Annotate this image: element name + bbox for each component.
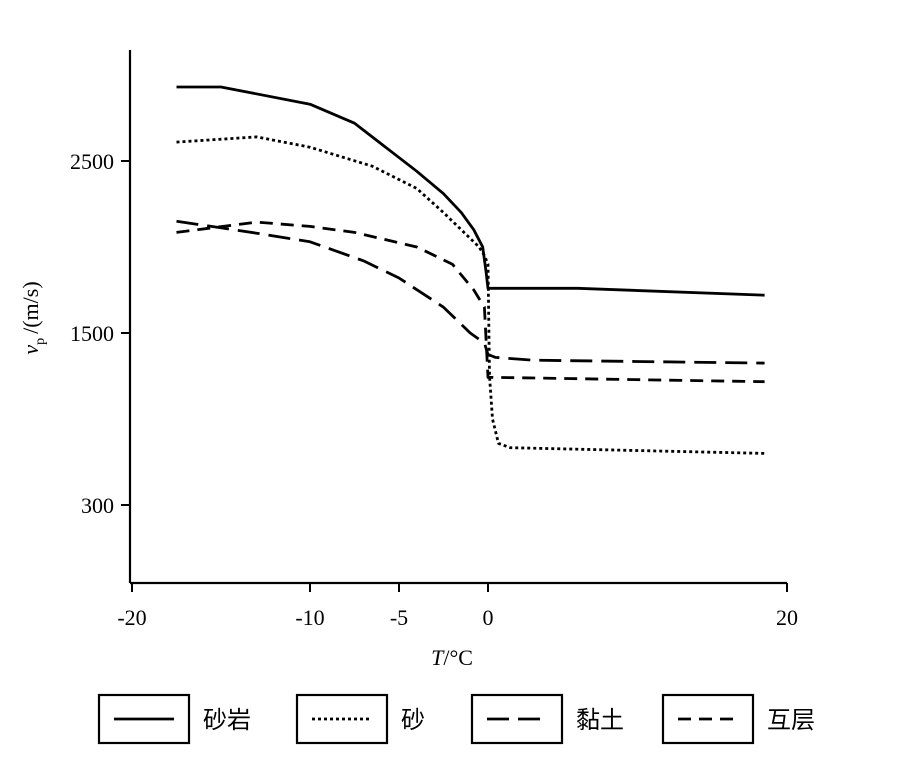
x-tick-label: -10 [295,605,324,630]
y-tick-label: 1500 [70,321,114,346]
y-axis-title: vp/(m/s) [18,281,48,354]
legend-label: 砂岩 [203,706,251,734]
legend-label: 黏土 [576,706,624,734]
legend-box [97,693,191,745]
x-tick-label: -5 [390,605,408,630]
series-line-2 [176,135,765,455]
legend-box [661,693,755,745]
ticks: -20 -10 -5 0 20 2500 1500 300 [70,149,798,630]
y-tick-label: 2500 [70,149,114,174]
x-tick-label: -20 [117,605,146,630]
series-line-3 [176,219,765,365]
legend-label: 互层 [767,706,815,734]
x-tick-label: 0 [483,605,494,630]
legend-item-1: 砂岩 [97,693,251,745]
legend-box [295,693,389,745]
legend: 砂岩 砂 黏土 互层 [97,693,815,745]
legend-item-4: 互层 [661,693,815,745]
legend-box [470,693,564,745]
series-line-1 [176,85,765,297]
x-axis-title: T/°C [431,645,473,670]
legend-item-2: 砂 [295,693,425,745]
x-tick-label: 20 [776,605,798,630]
legend-item-3: 黏土 [470,693,624,745]
legend-label: 砂 [401,706,425,734]
series-line-4 [176,220,765,384]
y-tick-label: 300 [81,493,114,518]
series-layer [176,85,765,455]
